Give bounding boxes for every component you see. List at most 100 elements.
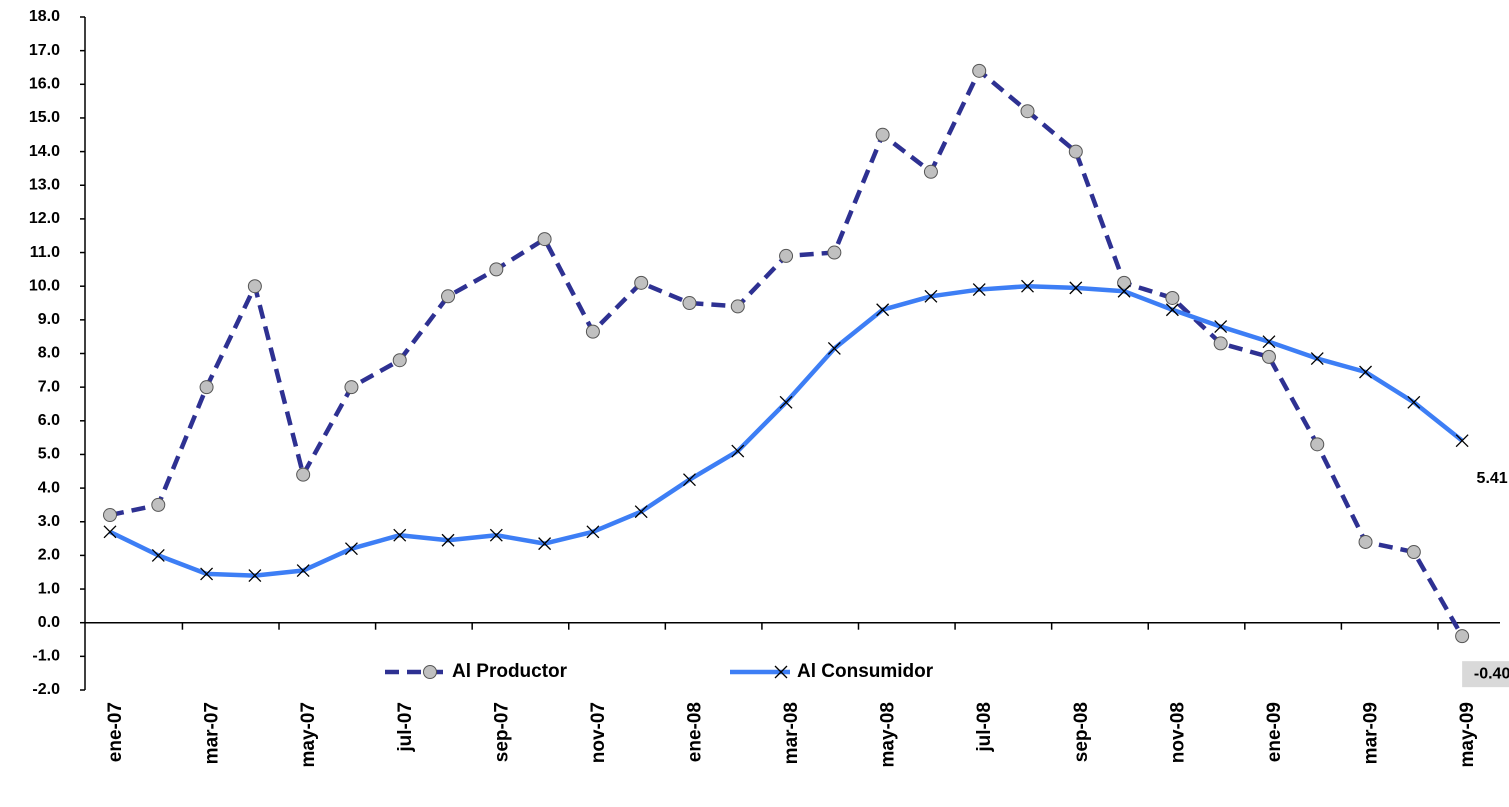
series-line [109,283,1464,578]
marker [1310,352,1324,366]
marker [103,508,117,523]
y-tick-label: 11.0 [30,244,60,261]
y-tick-label: 17.0 [29,42,60,59]
y-tick-label: 1.0 [38,580,60,597]
marker [585,324,600,339]
marker [344,380,359,395]
marker [1165,303,1179,317]
marker [489,528,503,542]
series-line [109,68,1465,638]
y-tick-label: 7.0 [38,378,60,395]
marker [875,127,890,142]
marker [827,245,842,260]
marker [247,279,262,294]
marker [151,548,165,562]
y-tick-label: 13.0 [29,176,60,193]
marker [199,380,214,395]
marker [1262,335,1276,349]
marker [1455,629,1470,644]
y-tick-label: 5.0 [38,446,60,463]
marker [441,289,456,304]
marker [1407,395,1421,409]
marker [1455,434,1469,448]
x-tick-label: ene-08 [684,702,705,762]
y-tick-label: -2.0 [32,681,60,698]
y-tick-label: 6.0 [38,412,60,429]
x-tick-label: nov-07 [588,702,609,763]
marker [682,296,697,311]
y-tick-label: 2.0 [38,547,60,564]
x-tick-label: jul-08 [974,702,995,753]
marker [1310,437,1325,452]
marker [634,505,648,519]
marker [538,537,552,551]
y-tick-label: 18.0 [29,8,60,25]
y-tick-label: 10.0 [29,277,60,294]
data-label: -0.40 [1474,665,1509,682]
marker [827,341,841,355]
marker [441,533,455,547]
marker [876,303,890,317]
marker [779,248,794,263]
marker [972,283,986,297]
x-tick-label: may-09 [1457,702,1478,768]
marker [248,569,262,583]
marker [296,564,310,578]
x-tick-label: nov-08 [1167,702,1188,763]
marker [1165,290,1180,305]
marker [730,299,745,314]
y-tick-label: 14.0 [29,143,60,160]
marker [1021,279,1034,293]
x-tick-label: ene-07 [105,702,126,762]
marker [1359,365,1372,379]
data-label: 5.41 [1477,470,1508,487]
marker [972,63,987,78]
marker [344,542,358,556]
marker [393,528,407,542]
legend-marker [774,665,788,679]
y-tick-label: 3.0 [38,513,60,530]
x-tick-label: mar-07 [202,702,223,764]
x-tick-label: sep-08 [1071,702,1092,762]
marker [296,467,311,482]
x-tick-label: may-08 [878,702,899,768]
marker [634,275,649,290]
marker [586,525,600,539]
y-tick-label: -1.0 [32,648,60,665]
x-tick-label: mar-08 [781,702,802,764]
legend-label: Al Consumidor [797,661,934,682]
x-tick-label: jul-07 [395,702,416,753]
y-tick-label: 12.0 [29,210,60,227]
y-tick-label: 16.0 [29,76,60,93]
marker [392,353,407,368]
marker [923,164,938,179]
x-tick-label: ene-09 [1264,702,1285,762]
y-tick-label: 8.0 [38,345,60,362]
marker [1213,336,1228,351]
marker [151,497,166,512]
data-label-box [1462,661,1509,688]
marker [1069,281,1083,295]
legend-label: Al Productor [452,661,568,682]
y-tick-label: 15.0 [29,109,60,126]
x-tick-label: sep-07 [491,702,512,762]
x-tick-label: may-07 [298,702,319,768]
y-tick-label: 4.0 [38,479,60,496]
marker [1214,320,1228,334]
x-tick-label: mar-09 [1361,702,1382,764]
marker [1068,144,1083,159]
marker [537,232,552,247]
marker [1020,104,1035,119]
marker [683,473,696,487]
marker [1406,545,1421,560]
marker [1358,534,1373,549]
marker [200,567,214,581]
marker [1117,284,1131,298]
y-tick-label: 0.0 [38,614,60,631]
legend-marker [423,665,437,679]
marker [779,395,793,409]
marker [924,289,938,303]
marker [103,525,117,539]
marker [731,444,745,458]
